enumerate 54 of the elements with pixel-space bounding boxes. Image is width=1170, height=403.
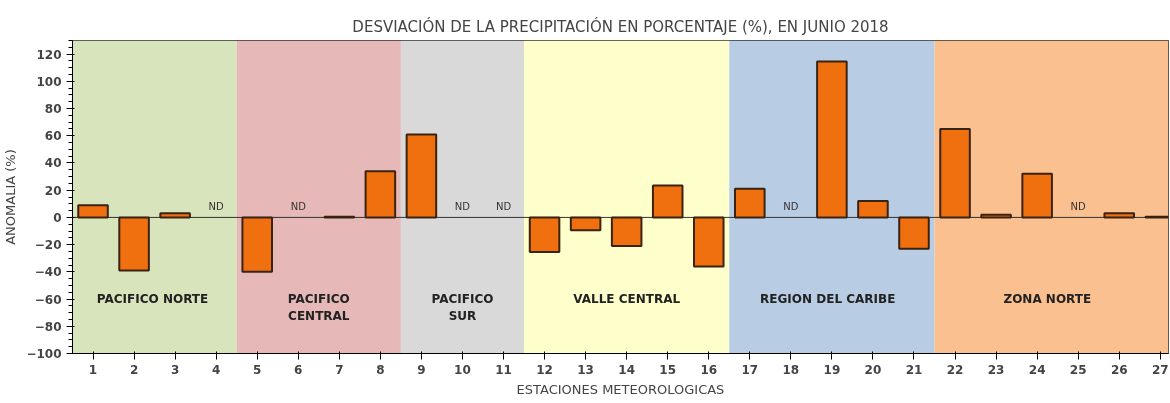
x-tick-label: 14 [618,362,636,377]
band-label: PACIFICO SUR [431,292,494,324]
x-tick-label: 9 [417,362,426,377]
y-tick-label: 60 [44,129,62,144]
y-axis-title: ANOMALIA (%) [3,149,19,245]
x-tick-label: 5 [253,362,262,377]
band-label: ZONA NORTE [1003,292,1092,307]
x-tick-label: 8 [376,362,385,377]
x-tick-label: 21 [905,362,923,377]
y-tick-label: 100 [36,74,62,89]
x-tick-label: 15 [659,362,677,377]
x-tick-label: 10 [454,362,471,377]
x-tick-label: 19 [823,362,841,377]
y-tick-label: −20 [34,238,62,253]
x-tick-label: 17 [741,362,759,377]
x-tick-label: 3 [170,362,180,377]
annotation: ND [783,201,799,213]
x-tick-label: 26 [1110,362,1128,377]
y-tick-label: −60 [34,292,62,307]
y-tick-label: 20 [44,183,62,198]
x-tick-label: 1 [88,362,98,377]
band-label: REGION DEL CARIBE [760,292,896,307]
band-label: PACIFICO CENTRAL [287,292,350,324]
x-tick-label: 11 [495,362,512,377]
annotation: ND [1070,201,1087,213]
x-tick-label: 6 [294,362,303,377]
band-label: VALLE CENTRAL [573,292,681,307]
x-tick-label: 4 [212,362,221,377]
annotation: ND [290,201,307,213]
annotation: ND [454,201,471,213]
x-axis-title: ESTACIONES METEOROLOGICAS [516,381,725,397]
y-tick-label: 120 [36,47,62,62]
annotation: ND [495,201,512,213]
annotation: ND [208,201,225,213]
x-tick-label: 2 [129,362,139,377]
x-tick-label: 13 [577,362,594,377]
chart-title: DESVIACIÓN DE LA PRECIPITACIÓN EN PORCENTAJE (%), EN JUNIO 2018 [352,16,889,36]
y-tick-label: −40 [34,265,62,280]
y-tick-label: 0 [53,210,62,225]
y-tick-label: −80 [34,319,62,334]
x-tick-label: 18 [782,362,800,377]
x-tick-label: 25 [1069,362,1087,377]
x-tick-label: 24 [1028,362,1046,377]
y-tick-label: 80 [44,102,62,117]
y-tick-label: −100 [26,347,62,361]
x-tick-label: 12 [536,362,553,377]
x-tick-label: 27 [1151,362,1169,377]
x-tick-label: 23 [987,362,1005,377]
y-tick-label: 40 [44,156,62,171]
x-tick-label: 7 [335,362,344,377]
band-label: PACIFICO NORTE [96,292,209,307]
x-tick-label: 22 [946,362,964,377]
x-tick-label: 16 [700,362,718,377]
x-tick-label: 20 [864,362,882,377]
